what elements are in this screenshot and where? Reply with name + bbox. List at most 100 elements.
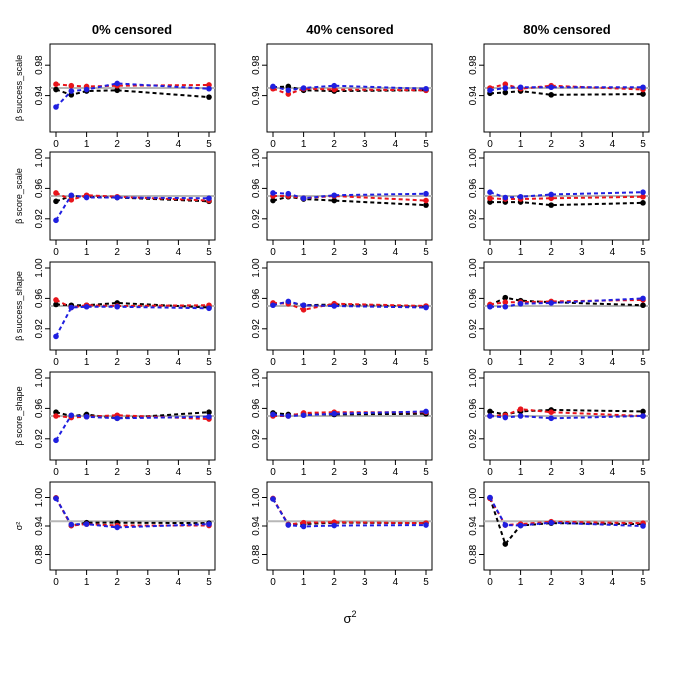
panel-r0-c2-xtick-label: 0 xyxy=(487,139,493,150)
panel-r0-c0-xtick-label: 1 xyxy=(84,139,90,150)
panel-r0-c0-series-black-point xyxy=(114,87,120,94)
panel-r2-c2-xtick-label: 3 xyxy=(579,357,585,368)
panel-r1-c0-series-blue-point xyxy=(206,195,212,202)
panel-r1-c0-xtick-label: 2 xyxy=(114,247,120,258)
panel-r1-c1-xtick-label: 2 xyxy=(331,247,337,258)
panel-r4-c2-series-blue-point xyxy=(548,519,554,526)
panel-r3-c2-xtick-label: 2 xyxy=(548,467,554,478)
panel-r3-c2-xtick-label: 1 xyxy=(518,467,524,478)
panel-r3-c2-series-red-point xyxy=(548,409,554,416)
panel-r4-c0-ytick-label: 0.88 xyxy=(34,544,45,564)
panel-r3-c1-series-blue-point xyxy=(423,408,429,415)
panel-r0-c0-series-blue-point xyxy=(83,86,90,93)
panel-r1-c2-series-blue-point xyxy=(517,193,524,200)
panel-r1-c0-xtick-label: 1 xyxy=(84,247,90,258)
panel-r3-c0-series-blue-point xyxy=(83,413,90,420)
panel-r4-c0-xtick-label: 3 xyxy=(145,577,151,588)
panel-r0-c2-xtick-label: 4 xyxy=(610,139,616,150)
panel-r1-c1-xtick-label: 4 xyxy=(393,247,399,258)
panel-r3-c0-series-blue-line xyxy=(55,414,210,441)
panel-r0-c2-xtick-label: 3 xyxy=(579,139,585,150)
panel-r2-c1-series-blue-point xyxy=(331,303,338,309)
panel-r3-c1-series-blue-point xyxy=(300,412,307,419)
panel-r1-c1-series-blue-point xyxy=(270,190,276,196)
panel-r4-c0-series-blue-point xyxy=(53,495,59,502)
panel-r2-c1-xtick-label: 1 xyxy=(301,357,307,368)
panel-r4-c1-xtick-label: 0 xyxy=(270,577,276,588)
panel-r2-c0: 0 1 2 3 4 5 0.92 0.96 1.00 β success_shape xyxy=(14,258,216,368)
panel-r1-c2-xtick-label: 2 xyxy=(548,247,554,258)
panel-r3-c0-series-blue-point xyxy=(114,415,120,422)
panel-r2-c0-ytick-label: 0.96 xyxy=(34,288,45,308)
panel-r1-c0-series-blue-point xyxy=(83,194,90,201)
panel-r1-c2-xtick-label: 1 xyxy=(518,247,524,258)
panel-r2-c0-xtick-label: 2 xyxy=(114,357,120,368)
panel-r2-c2-series-black-point xyxy=(640,302,646,309)
panel-r1-c2-ytick-label: 1.00 xyxy=(468,148,479,168)
panel-r4-c1-series-blue-point xyxy=(331,522,338,529)
panel-r3-c0-xtick-label: 3 xyxy=(145,467,151,478)
panel-r0-c1-series-blue-point xyxy=(285,87,292,94)
panel-r3-c2-series-blue-point xyxy=(640,413,646,419)
panel-r4-c0-ylabel: σ² xyxy=(14,522,24,531)
panel-r0-c0-xtick-label: 2 xyxy=(114,139,120,150)
panel-r0-c1-series-blue-point xyxy=(300,85,307,91)
panel-r4-c1-series-blue-point xyxy=(300,523,307,530)
panel-r2-c2-series-blue-point xyxy=(517,300,524,307)
panel-r4-c2-series-blue-point xyxy=(487,494,493,501)
panel-r3-c1-ytick-label: 1.00 xyxy=(251,368,262,388)
panel-r1-c2-series-blue-point xyxy=(487,189,493,195)
panel-r2-c0-xtick-label: 4 xyxy=(176,357,182,368)
panel-r2-c0-xtick-label: 1 xyxy=(84,357,90,368)
panel-r4-c1-xtick-label: 4 xyxy=(393,577,399,588)
panel-r4-c0-xtick-label: 0 xyxy=(53,577,59,588)
panel-r4-c0-series-blue-point xyxy=(83,521,90,527)
panel-r3-c0-series-red-point xyxy=(53,413,59,419)
panel-r3-c1-series-blue-point xyxy=(331,410,338,417)
panel-r3-c0-xtick-label: 0 xyxy=(53,467,59,478)
panel-r3-c2-xtick-label: 4 xyxy=(610,467,616,478)
panel-r2-c2-ytick-label: 0.96 xyxy=(468,288,479,308)
panel-r3-c2-series-blue-point xyxy=(502,414,509,421)
panel-r3-c2-xtick-label: 5 xyxy=(640,467,646,478)
panel-r0-c0-ytick-label: 0.98 xyxy=(34,55,45,75)
panel-r1-c1: 0 1 2 3 4 5 0.92 0.96 1.00 xyxy=(251,148,433,258)
panel-r2-c0-xtick-label: 5 xyxy=(206,357,212,368)
panel-r2-c0-series-blue-point xyxy=(68,304,75,311)
panel-r0-c1-xtick-label: 4 xyxy=(393,139,399,150)
panel-r2-c0-series-blue-line xyxy=(55,305,210,337)
panel-r3-c1: 0 1 2 3 4 5 0.92 0.96 1.00 xyxy=(251,368,433,478)
panel-r4-c2-xtick-label: 5 xyxy=(640,577,646,588)
panel-r1-c1-xtick-label: 3 xyxy=(362,247,368,258)
panel-r1-c0-series-blue-point xyxy=(68,192,75,199)
panel-r0-c2-xtick-label: 1 xyxy=(518,139,524,150)
panel-r1-c2-series-blue-point xyxy=(502,194,509,201)
panel-r2-c0-ylabel: β success_shape xyxy=(14,271,24,341)
panel-r2-c1-xtick-label: 4 xyxy=(393,357,399,368)
panel-r3-c2-series-black-point xyxy=(640,408,646,415)
panel-r4-c2-series-black-point xyxy=(502,541,509,547)
panel-r3-c2-series-blue-point xyxy=(548,415,554,422)
panel-r0-c2-series-blue-point xyxy=(502,85,509,91)
panel-r1-c1-xtick-label: 5 xyxy=(423,247,429,258)
panel-r2-c1: 0 1 2 3 4 5 0.92 0.96 1.00 xyxy=(251,258,433,368)
panel-r2-c1-series-blue-point xyxy=(300,302,307,309)
panel-r3-c0-series-blue-point xyxy=(68,412,75,419)
panel-r2-c1-series-red-point xyxy=(300,307,307,313)
panel-r3-c1-series-blue-point xyxy=(285,413,292,419)
panel-r3-c2-series-black-point xyxy=(487,408,493,415)
panel-r2-c2-xtick-label: 0 xyxy=(487,357,493,368)
panel-r4-c1-series-blue-point xyxy=(423,522,429,528)
panel-r4-c2-series-blue-point xyxy=(502,522,509,528)
column-title-80pct: 80% censored xyxy=(523,22,610,37)
panel-r3-c1-xtick-label: 1 xyxy=(301,467,307,478)
panel-r4-c1-series-blue-point xyxy=(270,496,276,502)
panel-r0-c2-series-blue-point xyxy=(517,84,524,91)
panel-r2-c1-series-blue-point xyxy=(285,298,292,305)
panel-r1-c2-series-red-point xyxy=(487,195,493,202)
panel-r3-c1-xtick-label: 0 xyxy=(270,467,276,478)
panel-r1-c2-series-black-point xyxy=(640,200,646,206)
panel-r4-c0-series-blue-point xyxy=(206,521,212,527)
panel-r0-c1-ytick-label: 0.98 xyxy=(251,55,262,75)
panel-r1-c1-ytick-label: 0.92 xyxy=(251,209,262,229)
